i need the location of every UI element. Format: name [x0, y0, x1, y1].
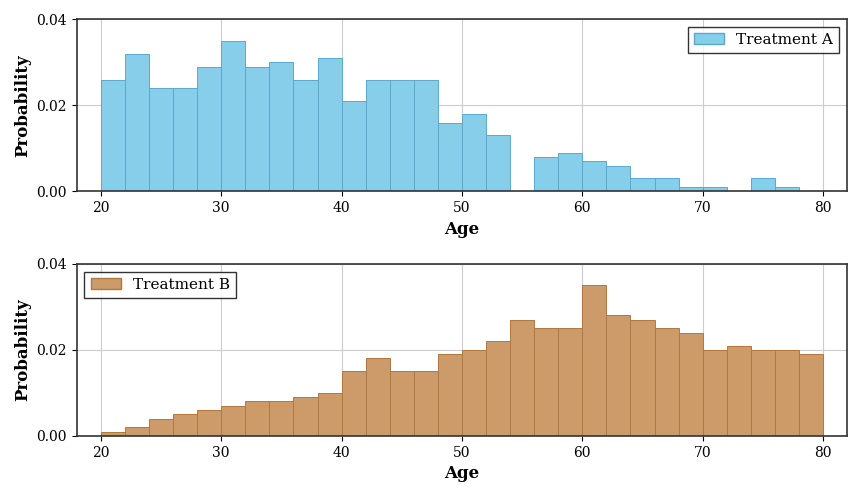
X-axis label: Age: Age [444, 465, 480, 482]
Bar [462, 114, 486, 191]
Bar [342, 372, 366, 436]
Bar [606, 315, 630, 436]
Bar [534, 157, 558, 191]
Bar [221, 41, 245, 191]
Bar [390, 372, 414, 436]
Bar [678, 187, 703, 191]
Legend: Treatment A: Treatment A [688, 27, 839, 53]
Bar [654, 328, 678, 436]
Bar [173, 414, 197, 436]
Bar [486, 135, 510, 191]
Bar [703, 350, 727, 436]
Bar [125, 427, 149, 436]
Bar [775, 187, 799, 191]
Bar [414, 372, 438, 436]
Bar [462, 350, 486, 436]
Bar [799, 354, 823, 436]
Legend: Treatment B: Treatment B [84, 271, 237, 298]
Bar [101, 79, 125, 191]
Bar [727, 346, 751, 436]
Bar [149, 88, 173, 191]
Bar [775, 350, 799, 436]
Bar [366, 359, 390, 436]
Bar [197, 410, 221, 436]
Bar [438, 354, 462, 436]
Bar [630, 320, 654, 436]
Bar [558, 153, 582, 191]
Bar [318, 58, 342, 191]
Bar [751, 179, 775, 191]
Bar [149, 419, 173, 436]
Bar [678, 333, 703, 436]
Bar [558, 328, 582, 436]
Bar [294, 79, 318, 191]
Bar [125, 54, 149, 191]
Y-axis label: Probability: Probability [14, 54, 31, 157]
Bar [534, 328, 558, 436]
Bar [703, 187, 727, 191]
Bar [245, 66, 269, 191]
Bar [414, 79, 438, 191]
Bar [173, 88, 197, 191]
Bar [582, 285, 606, 436]
Bar [390, 79, 414, 191]
Bar [438, 123, 462, 191]
Bar [197, 66, 221, 191]
X-axis label: Age: Age [444, 221, 480, 238]
Bar [366, 79, 390, 191]
Bar [582, 161, 606, 191]
Bar [318, 393, 342, 436]
Bar [510, 320, 534, 436]
Bar [221, 406, 245, 436]
Bar [751, 350, 775, 436]
Y-axis label: Probability: Probability [14, 299, 31, 401]
Bar [245, 401, 269, 436]
Bar [486, 341, 510, 436]
Bar [606, 166, 630, 191]
Bar [342, 101, 366, 191]
Bar [101, 432, 125, 436]
Bar [294, 397, 318, 436]
Bar [269, 62, 294, 191]
Bar [654, 179, 678, 191]
Bar [630, 179, 654, 191]
Bar [269, 401, 294, 436]
